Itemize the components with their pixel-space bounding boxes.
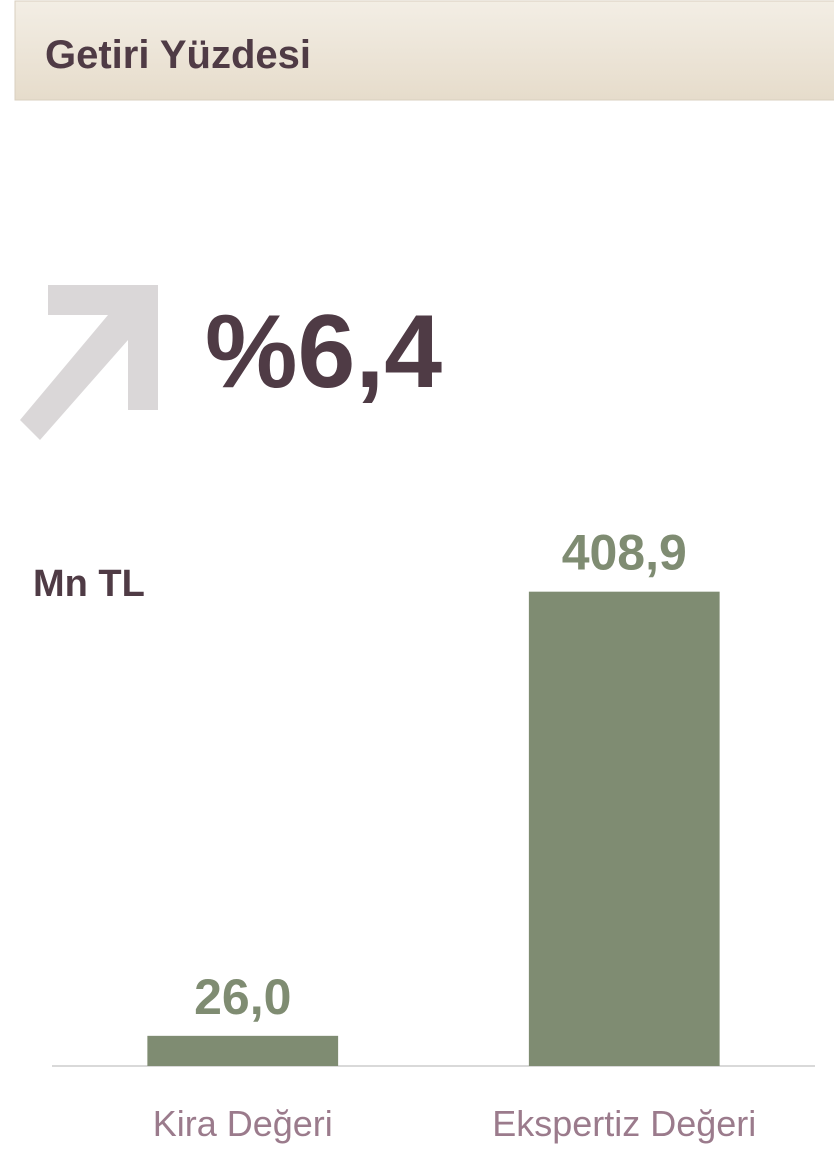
unit-label: Mn TL xyxy=(33,563,145,605)
header-bar xyxy=(14,0,834,101)
value-label: 26,0 xyxy=(194,969,291,1025)
value-label: 408,9 xyxy=(562,525,687,581)
x-tick-label: Ekspertiz Değeri xyxy=(492,1103,756,1144)
kpi-value: %6,4 xyxy=(205,294,442,410)
x-tick-label: Kira Değeri xyxy=(153,1103,333,1144)
bar xyxy=(147,1035,339,1066)
header-title: Getiri Yüzdesi xyxy=(45,33,311,77)
up-arrow xyxy=(20,285,158,440)
bar xyxy=(528,591,720,1066)
